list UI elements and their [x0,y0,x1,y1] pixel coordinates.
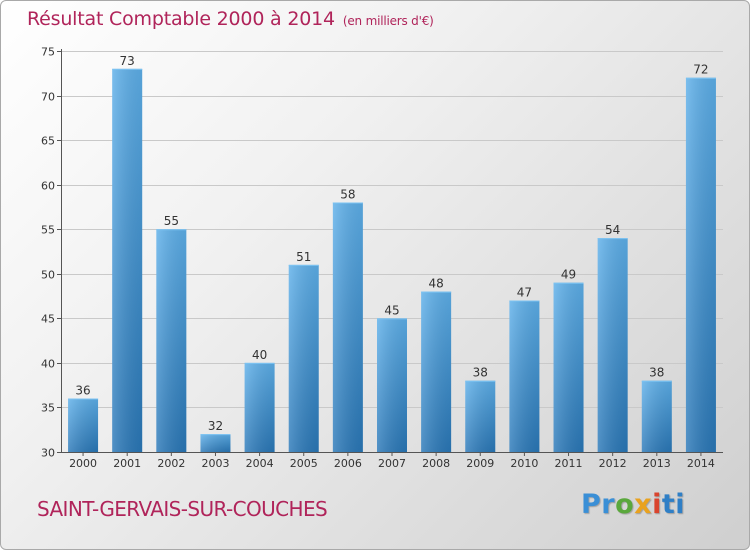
bar-shade-2005 [288,264,319,452]
x-tick-label: 2001 [113,457,141,470]
x-tick-label: 2014 [687,457,715,470]
x-tick-label: 2010 [510,457,538,470]
bar-shade-2013 [641,380,672,452]
data-label-2004: 40 [252,348,267,362]
x-tick-label: 2005 [290,457,318,470]
city-name: SAINT-GERVAIS-SUR-COUCHES [37,497,328,521]
x-tick-label: 2011 [555,457,583,470]
y-tick-label: 45 [41,313,55,326]
proxiti-logo: Proxiti [581,489,686,520]
y-tick-label: 40 [41,358,55,371]
data-label-2001: 73 [120,54,135,68]
y-tick-label: 35 [41,402,55,415]
y-tick-label: 75 [41,46,55,59]
chart-unit: (en milliers d'€) [342,14,434,28]
data-label-2003: 32 [208,419,223,433]
bar-shade-2014 [685,77,716,452]
data-label-2005: 51 [296,250,311,264]
x-tick-label: 2013 [643,457,671,470]
data-label-2011: 49 [561,268,576,282]
bar-shade-2007 [377,318,407,452]
y-tick-label: 60 [41,180,55,193]
x-tick-label: 2002 [157,457,185,470]
chart-title: Résultat Comptable 2000 à 2014 (en millie… [27,8,434,30]
data-label-2009: 38 [473,366,488,380]
data-label-2014: 72 [693,63,708,77]
data-label-2008: 48 [428,277,443,291]
data-label-2002: 55 [164,214,179,228]
bar-shade-2004 [244,362,275,452]
bar-shade-2008 [421,291,452,452]
y-tick-label: 70 [41,91,55,104]
bar-shade-2009 [465,380,496,452]
bar-shade-2010 [509,300,540,452]
bar-shade-2011 [553,282,584,452]
bar-shade-2000 [68,398,99,452]
data-label-2012: 54 [605,223,620,237]
x-tick-label: 2003 [201,457,229,470]
y-tick-label: 30 [41,447,55,460]
chart-title-text: Résultat Comptable 2000 à 2014 [27,8,335,30]
bar-shade-2012 [597,238,628,452]
data-label-2006: 58 [340,187,355,201]
bar-shade-2003 [200,434,231,452]
data-label-2010: 47 [517,286,532,300]
bar-shade-2001 [112,68,143,453]
x-tick-label: 2012 [599,457,627,470]
x-tick-label: 2006 [334,457,362,470]
bar-shade-2002 [156,229,187,452]
x-tick-label: 2009 [466,457,494,470]
data-label-2013: 38 [649,366,664,380]
data-label-2007: 45 [384,303,399,317]
bar-shade-2006 [332,202,363,452]
x-tick-label: 2008 [422,457,450,470]
y-tick-label: 65 [41,135,55,148]
y-tick-label: 50 [41,269,55,282]
y-tick-label: 55 [41,224,55,237]
x-tick-label: 2004 [246,457,274,470]
data-label-2000: 36 [75,384,90,398]
x-tick-label: 2007 [378,457,406,470]
x-tick-label: 2000 [69,457,97,470]
